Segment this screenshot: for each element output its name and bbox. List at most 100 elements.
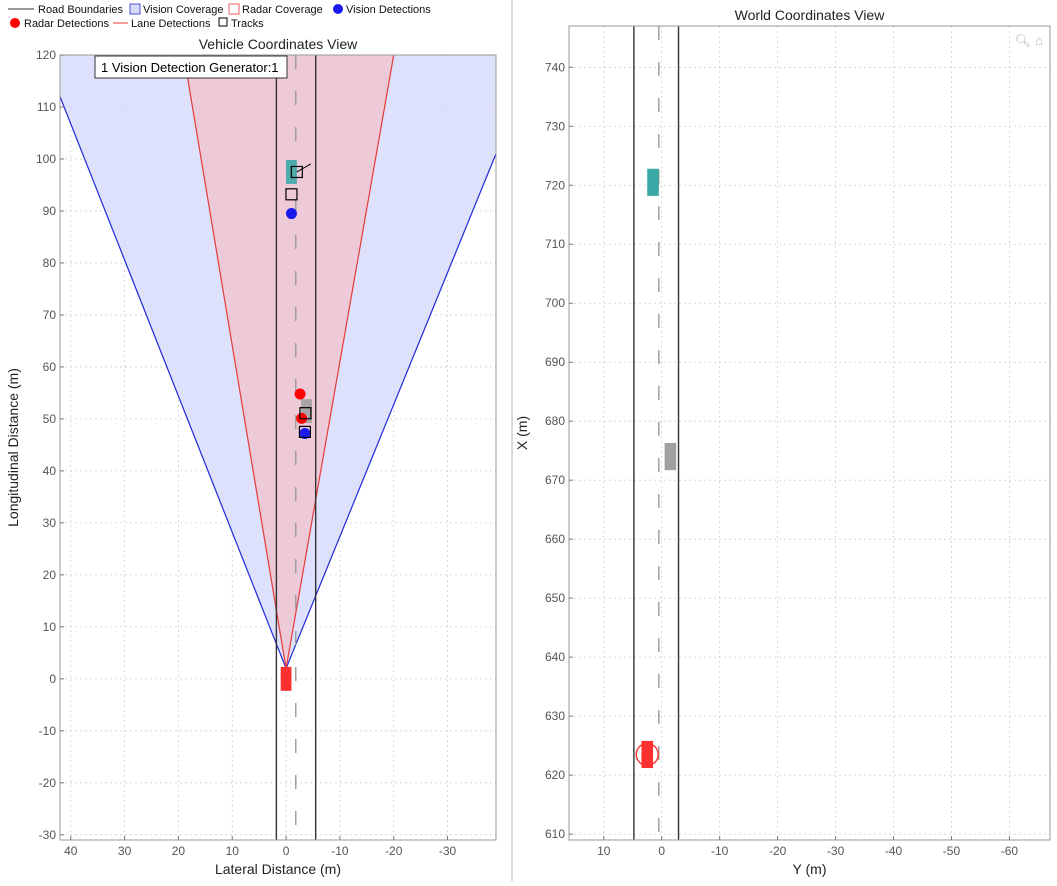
y-tick-label: -20	[39, 776, 57, 790]
legend-tracks: Tracks	[231, 18, 264, 30]
y-tick-label: 660	[545, 532, 565, 546]
world-coordinates-chart: 10 0 -10 -20 -30 -40 -50 -60 610 620 630 640 650 660 6…	[514, 7, 1051, 877]
track-marker	[290, 165, 303, 179]
legend-radar-coverage: Radar Coverage	[242, 4, 323, 16]
legend-vision-coverage: Vision Coverage	[143, 4, 224, 16]
plot-content	[633, 26, 680, 840]
y-tick-label: 120	[36, 48, 56, 62]
gray-car	[664, 443, 677, 471]
panel-divider	[511, 0, 513, 881]
gray-car	[301, 399, 312, 424]
axes-frame	[59, 54, 497, 841]
y-tick-label: 60	[43, 360, 57, 374]
y-tick-label: 20	[43, 568, 57, 582]
vehicle-coordinates-panel: Road Boundaries Vision Coverage Radar Cove…	[0, 0, 512, 881]
chart-title: World Coordinates View	[735, 7, 886, 23]
y-tick-label: 740	[545, 60, 565, 74]
y-tick-label: 100	[36, 152, 56, 166]
y-tick-label: 730	[545, 119, 565, 133]
axes-toolbar: 🔍︎ ⌂	[1015, 34, 1043, 48]
legend-radar-coverage-swatch	[228, 3, 240, 15]
radar-detection-point	[294, 388, 306, 400]
x-tick-label: -10	[711, 844, 729, 858]
legend-vision-detections-marker	[333, 4, 343, 14]
x-tick-label: 20	[172, 844, 186, 858]
x-tick-label: 10	[597, 844, 611, 858]
plot-content	[60, 55, 496, 840]
y-tick-label: 30	[43, 516, 57, 530]
axes-frame	[568, 25, 1051, 841]
x-tick-label: -20	[769, 844, 787, 858]
x-tick-label: 0	[658, 844, 665, 858]
y-tick-label: 40	[43, 464, 57, 478]
x-tick-label: -30	[439, 844, 457, 858]
vehicle-coordinates-chart: Road Boundaries Vision Coverage Radar Cove…	[5, 3, 497, 877]
plot-background	[569, 26, 1050, 840]
track-marker	[299, 407, 312, 420]
legend-vision-detections: Vision Detections	[346, 4, 431, 16]
vision-coverage-edge-right	[285, 153, 496, 669]
x-tick-label: -20	[385, 844, 403, 858]
y-tick-label: 700	[545, 296, 565, 310]
radar-coverage-edge-left	[183, 55, 287, 669]
chart-title: Vehicle Coordinates View	[199, 36, 358, 52]
track-velocity-line	[296, 163, 312, 173]
radar-coverage-area	[183, 55, 394, 669]
ego-vehicle	[641, 740, 654, 769]
datatip-box	[94, 55, 288, 79]
vision-coverage-edge-left	[60, 96, 287, 669]
y-tick-label: 80	[43, 256, 57, 270]
y-axis-label: X (m)	[514, 416, 530, 450]
x-tick-label: -40	[885, 844, 903, 858]
x-tick-label: 40	[64, 844, 78, 858]
legend-tracks-marker	[218, 17, 228, 27]
vision-detection-point	[299, 427, 311, 439]
x-tick-label: -10	[331, 844, 349, 858]
y-tick-label: 50	[43, 412, 57, 426]
x-tick-label: -30	[827, 844, 845, 858]
x-tick-label: 0	[283, 844, 290, 858]
y-tick-label: 110	[37, 100, 56, 114]
x-axis-label: Y (m)	[793, 861, 827, 877]
world-coordinates-panel: 10 0 -10 -20 -30 -40 -50 -60 610 620 630 640 650 660 6…	[513, 0, 1057, 881]
y-tick-label: 710	[545, 237, 565, 251]
home-icon[interactable]: ⌂	[1035, 33, 1043, 48]
y-axis-label: Longitudinal Distance (m)	[5, 368, 21, 527]
y-tick-label: 90	[43, 204, 57, 218]
plot-area-1	[569, 26, 1050, 840]
y-tick-label: 610	[545, 827, 565, 841]
y-tick-label: 630	[545, 709, 565, 723]
y-tick-label: -30	[39, 828, 57, 842]
y-tick-label: 670	[545, 473, 565, 487]
y-tick-label: 620	[545, 768, 565, 782]
track-marker	[285, 188, 298, 201]
y-tick-label: 720	[545, 178, 565, 192]
y-tick-label: 10	[43, 620, 57, 634]
datatip: 1 Vision Detection Generator:1	[94, 55, 288, 79]
radar-coverage-edge-right	[285, 55, 395, 669]
y-tick-label: 690	[545, 355, 565, 369]
legend-vision-coverage-swatch	[129, 3, 141, 15]
x-axis-label: Lateral Distance (m)	[215, 861, 341, 877]
track-marker	[298, 425, 312, 439]
x-tick-label: 30	[118, 844, 132, 858]
x-tick-label: -50	[943, 844, 961, 858]
x-tick-label: -60	[1001, 844, 1019, 858]
y-tick-label: 640	[545, 650, 565, 664]
y-tick-label: 680	[545, 414, 565, 428]
legend-radar-detections-marker	[10, 18, 20, 28]
legend-radar-detections: Radar Detections	[24, 18, 109, 30]
y-tick-label: 0	[49, 672, 56, 686]
vision-detection-point	[285, 208, 297, 220]
y-tick-label: 650	[545, 591, 565, 605]
ego-vehicle	[280, 666, 292, 691]
ego-vehicle-ring	[635, 742, 659, 767]
x-tick-label: 10	[226, 844, 240, 858]
y-tick-label: -10	[39, 724, 57, 738]
legend-road-boundaries: Road Boundaries	[38, 4, 124, 16]
y-tick-label: 70	[43, 308, 57, 322]
zoom-in-icon[interactable]: 🔍︎	[1014, 33, 1032, 48]
teal-car	[647, 168, 659, 196]
legend-lane-detections: Lane Detections	[131, 18, 211, 30]
datatip-text: 1 Vision Detection Generator:1	[101, 60, 279, 75]
